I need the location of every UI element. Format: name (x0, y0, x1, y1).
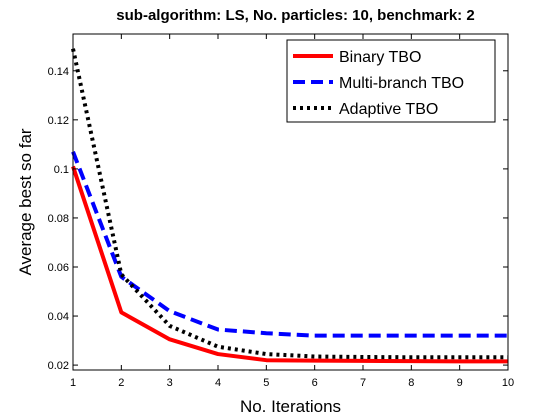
x-tick-label: 8 (408, 377, 414, 389)
x-axis: 1 2 3 4 5 6 7 8 9 10 (70, 34, 514, 389)
series-line-1 (71, 165, 508, 364)
series-line-2 (71, 151, 508, 338)
x-tick-label: 6 (312, 377, 318, 389)
y-tick-label: 0.14 (48, 66, 69, 78)
y-axis-label: Average best so far (16, 128, 35, 275)
x-tick-label: 1 (70, 377, 76, 389)
x-tick-label: 10 (502, 377, 514, 389)
series-layer (71, 48, 508, 364)
y-tick-label: 0.1 (54, 164, 69, 176)
y-tick-label: 0.04 (48, 311, 69, 323)
x-axis-label: No. Iterations (240, 397, 341, 416)
x-tick-label: 9 (457, 377, 463, 389)
x-tick-label: 4 (215, 377, 221, 389)
x-tick-label: 5 (263, 377, 269, 389)
legend-label-1: Binary TBO (339, 49, 421, 66)
series-line-3 (71, 48, 508, 360)
y-tick-label: 0.02 (48, 360, 69, 372)
legend: Binary TBO Multi-branch TBO Adaptive TBO (286, 39, 496, 123)
y-tick-label: 0.12 (48, 115, 69, 127)
chart-title: sub-algorithm: LS, No. particles: 10, be… (116, 7, 474, 24)
x-tick-label: 2 (118, 377, 124, 389)
x-tick-label: 3 (167, 377, 173, 389)
x-tick-label: 7 (360, 377, 366, 389)
legend-label-3: Adaptive TBO (339, 101, 438, 118)
y-tick-label: 0.06 (48, 262, 69, 274)
legend-label-2: Multi-branch TBO (339, 75, 464, 92)
y-tick-label: 0.08 (48, 213, 69, 225)
plot-frame (72, 33, 509, 371)
y-axis: 0.02 0.04 0.06 0.08 0.1 0.12 0.14 (48, 66, 508, 372)
